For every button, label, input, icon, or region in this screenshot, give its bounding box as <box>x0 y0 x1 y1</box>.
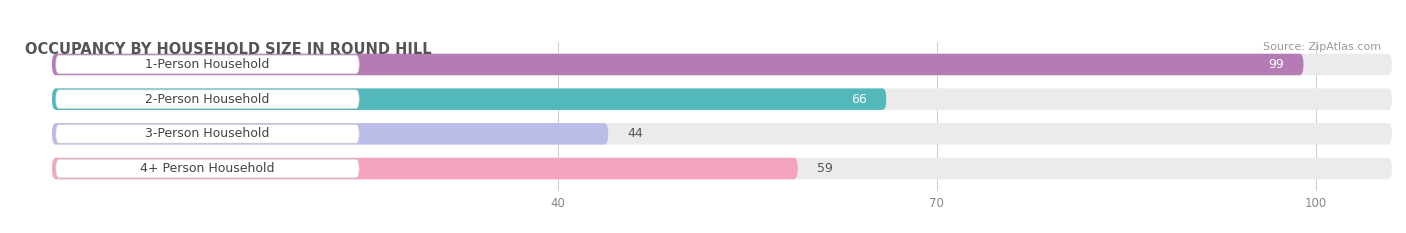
Text: 66: 66 <box>852 93 868 106</box>
FancyBboxPatch shape <box>52 54 1392 75</box>
Text: 44: 44 <box>627 127 643 140</box>
FancyBboxPatch shape <box>52 54 1303 75</box>
FancyBboxPatch shape <box>56 90 359 109</box>
Text: OCCUPANCY BY HOUSEHOLD SIZE IN ROUND HILL: OCCUPANCY BY HOUSEHOLD SIZE IN ROUND HIL… <box>25 42 432 57</box>
Text: 59: 59 <box>817 162 832 175</box>
FancyBboxPatch shape <box>52 88 886 110</box>
FancyBboxPatch shape <box>52 88 1392 110</box>
Text: 99: 99 <box>1268 58 1285 71</box>
FancyBboxPatch shape <box>52 123 609 145</box>
FancyBboxPatch shape <box>56 124 359 143</box>
FancyBboxPatch shape <box>52 158 1392 179</box>
Text: 3-Person Household: 3-Person Household <box>145 127 270 140</box>
Text: 2-Person Household: 2-Person Household <box>145 93 270 106</box>
Text: 4+ Person Household: 4+ Person Household <box>141 162 274 175</box>
FancyBboxPatch shape <box>56 159 359 178</box>
FancyBboxPatch shape <box>52 123 1392 145</box>
FancyBboxPatch shape <box>52 158 797 179</box>
FancyBboxPatch shape <box>56 55 359 74</box>
Text: 1-Person Household: 1-Person Household <box>145 58 270 71</box>
Text: Source: ZipAtlas.com: Source: ZipAtlas.com <box>1263 42 1381 52</box>
